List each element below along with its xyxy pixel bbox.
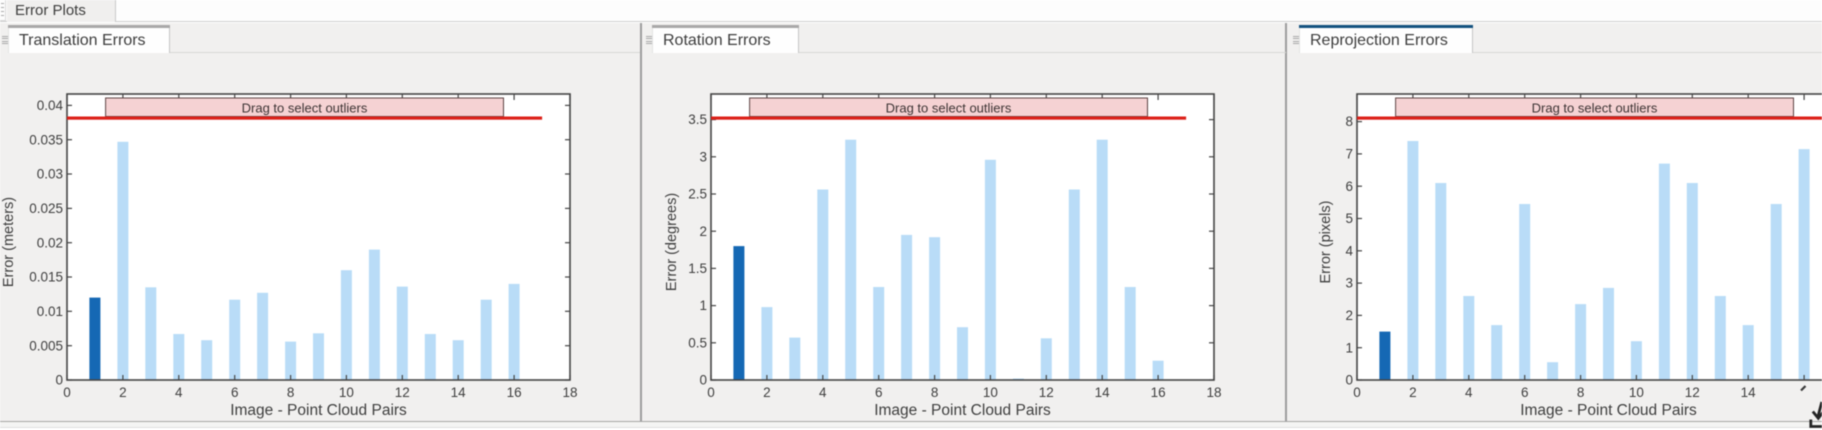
- svg-text:3: 3: [1345, 276, 1353, 291]
- svg-text:0.5: 0.5: [688, 335, 707, 350]
- svg-text:0.015: 0.015: [29, 270, 63, 285]
- svg-text:0: 0: [63, 385, 71, 400]
- svg-text:12: 12: [395, 385, 410, 400]
- svg-text:14: 14: [1741, 385, 1757, 400]
- svg-text:4: 4: [1465, 385, 1473, 400]
- svg-text:14: 14: [1095, 385, 1111, 400]
- svg-text:7: 7: [1345, 147, 1353, 162]
- svg-text:16: 16: [1151, 385, 1166, 400]
- svg-text:0.01: 0.01: [37, 304, 63, 319]
- svg-text:Error (pixels): Error (pixels): [1318, 201, 1334, 284]
- svg-text:0.04: 0.04: [37, 98, 64, 113]
- svg-text:6: 6: [231, 385, 239, 400]
- svg-text:0.02: 0.02: [37, 235, 63, 250]
- svg-text:Error (degrees): Error (degrees): [664, 193, 680, 291]
- svg-text:4: 4: [1345, 243, 1353, 258]
- svg-text:2: 2: [763, 385, 771, 400]
- svg-text:18: 18: [1206, 385, 1221, 400]
- svg-text:8: 8: [1345, 114, 1353, 129]
- svg-text:0.005: 0.005: [29, 338, 63, 353]
- svg-text:0: 0: [1353, 385, 1361, 400]
- svg-text:2: 2: [699, 224, 707, 239]
- svg-text:5: 5: [1345, 211, 1353, 226]
- svg-text:10: 10: [1629, 385, 1644, 400]
- svg-text:16: 16: [507, 385, 522, 400]
- svg-text:4: 4: [819, 385, 827, 400]
- svg-text:8: 8: [287, 385, 295, 400]
- svg-text:4: 4: [175, 385, 183, 400]
- svg-text:1.5: 1.5: [688, 261, 707, 276]
- svg-text:2: 2: [1345, 308, 1353, 323]
- svg-text:Drag to select outliers: Drag to select outliers: [886, 101, 1012, 116]
- svg-text:0: 0: [707, 385, 715, 400]
- svg-text:Image - Point Cloud Pairs: Image - Point Cloud Pairs: [1520, 402, 1697, 419]
- svg-text:8: 8: [931, 385, 939, 400]
- svg-text:8: 8: [1577, 385, 1585, 400]
- svg-text:Error (meters): Error (meters): [1, 197, 17, 287]
- svg-text:14: 14: [451, 385, 467, 400]
- svg-text:2: 2: [119, 385, 127, 400]
- svg-text:2: 2: [1409, 385, 1417, 400]
- svg-text:18: 18: [562, 385, 577, 400]
- svg-text:3: 3: [699, 149, 707, 164]
- svg-text:0: 0: [55, 373, 63, 388]
- svg-text:0: 0: [699, 373, 707, 388]
- svg-text:12: 12: [1039, 385, 1054, 400]
- svg-text:0.035: 0.035: [29, 132, 63, 147]
- svg-text:0.03: 0.03: [37, 167, 63, 182]
- svg-text:10: 10: [339, 385, 354, 400]
- svg-text:Image - Point Cloud Pairs: Image - Point Cloud Pairs: [230, 402, 407, 419]
- svg-text:10: 10: [983, 385, 998, 400]
- svg-text:Image - Point Cloud Pairs: Image - Point Cloud Pairs: [874, 402, 1051, 419]
- svg-text:0.025: 0.025: [29, 201, 63, 216]
- svg-text:Drag to select outliers: Drag to select outliers: [242, 101, 368, 116]
- svg-text:6: 6: [1521, 385, 1529, 400]
- svg-text:12: 12: [1685, 385, 1700, 400]
- svg-text:Drag to select outliers: Drag to select outliers: [1532, 101, 1658, 116]
- svg-text:6: 6: [1345, 179, 1353, 194]
- svg-text:2.5: 2.5: [688, 187, 707, 202]
- svg-text:1: 1: [699, 298, 707, 313]
- svg-text:0: 0: [1345, 373, 1353, 388]
- svg-text:6: 6: [875, 385, 883, 400]
- svg-text:3.5: 3.5: [688, 112, 707, 127]
- svg-text:1: 1: [1345, 340, 1353, 355]
